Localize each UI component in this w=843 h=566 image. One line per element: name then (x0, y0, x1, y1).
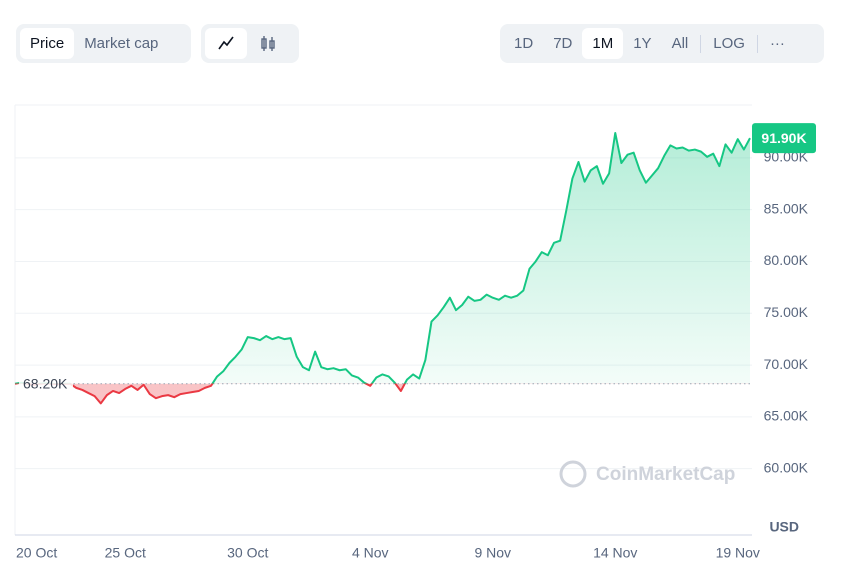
range[interactable]: 1M (582, 28, 624, 59)
x-tick-label: 20 Oct (16, 545, 57, 561)
x-tick-label: 4 Nov (352, 545, 389, 561)
y-tick-label: 60.00K (764, 459, 809, 475)
more[interactable]: ··· (769, 35, 785, 52)
price-line (14, 131, 751, 405)
y-tick-label: 70.00K (764, 356, 809, 372)
tab[interactable]: Market cap (84, 35, 159, 52)
y-tick-label: 75.00K (764, 304, 809, 320)
y-tick-label: 85.00K (764, 200, 809, 216)
y-tick-label: 80.00K (764, 252, 809, 268)
x-tick-label: 19 Nov (716, 545, 760, 561)
chart-type-group (201, 24, 299, 63)
range[interactable]: 1D (514, 35, 534, 52)
range[interactable]: 1Y (633, 35, 652, 52)
range[interactable]: 7D (553, 35, 573, 52)
tab[interactable]: Price (20, 28, 75, 59)
price-area (15, 132, 750, 404)
baseline-label: 68.20K (23, 375, 68, 391)
range[interactable]: All (671, 35, 689, 52)
y-unit: USD (769, 519, 799, 535)
x-tick-label: 9 Nov (474, 545, 511, 561)
y-tick-label: 65.00K (764, 408, 809, 424)
line-icon[interactable] (205, 28, 247, 59)
last-price-label: 91.90K (761, 130, 806, 146)
tab-group: Price Market cap (16, 24, 191, 63)
x-tick-label: 30 Oct (227, 545, 268, 561)
candle-icon[interactable] (247, 28, 289, 59)
x-tick-label: 14 Nov (593, 545, 637, 561)
last-price-badge (752, 123, 816, 154)
log-toggle[interactable]: LOG (713, 35, 745, 52)
range-group: 1D 7D 1M 1Y All LOG ··· (500, 24, 824, 63)
watermark: CoinMarketCap (596, 464, 735, 485)
x-tick-label: 25 Oct (105, 545, 146, 561)
